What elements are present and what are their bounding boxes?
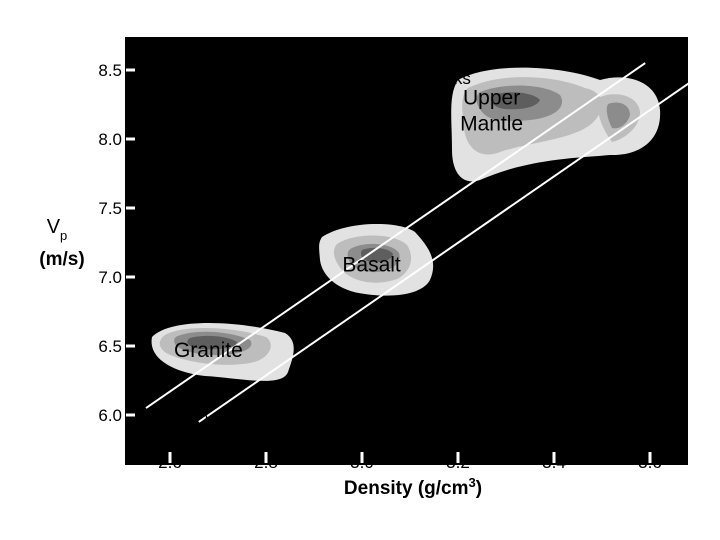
annotation-label: Mantle: [460, 113, 523, 136]
annotation-label: m=21: [612, 35, 650, 52]
y-tick-label: 8.5: [98, 61, 122, 80]
y-tick-label: 7.5: [98, 199, 122, 218]
y-tick-label: 6.5: [98, 337, 122, 356]
annotation-label: Granite: [174, 339, 243, 362]
y-axis-title-units: (m/s): [39, 249, 84, 270]
x-tick-label: 3.0: [350, 453, 374, 472]
trend-line: [198, 76, 699, 423]
x-axis-title: Density (g/cm3): [344, 475, 482, 499]
x-tick-label: 2.8: [254, 453, 278, 472]
y-tick-label: 6.0: [98, 406, 122, 425]
axes: 6.0 6.5 7.0 7.5 8.0 8.5 2.6 2.8 3.0 3.2 3.4 3.6: [98, 61, 661, 472]
x-axis-title-sup: 3: [469, 475, 476, 490]
annotation-label: Eclogites: [582, 185, 651, 204]
y-tick-label: 8.0: [98, 130, 122, 149]
annotation-label: Felsic rocks: [255, 393, 345, 412]
annotation-label: Basalt: [342, 253, 401, 276]
x-tick-label: 3.4: [542, 453, 566, 472]
annotation-label: Ultramafic rocks: [349, 69, 471, 88]
svg-text:Density (g/cm3): Density (g/cm3): [344, 475, 482, 499]
x-axis-title-close: ): [476, 478, 482, 499]
y-axis-title: Vp (m/s): [39, 216, 84, 270]
annotation-label: m=22: [170, 412, 208, 429]
basalt-cluster: [319, 223, 434, 296]
trend-line: [145, 62, 646, 409]
annotation-label: Upper: [463, 87, 520, 110]
y-axis-title-sub: p: [60, 228, 67, 243]
annotation-label: Mafic rocks: [223, 200, 309, 219]
x-axis-title-main: Density (g/cm: [344, 478, 469, 499]
x-tick-label: 3.6: [638, 453, 662, 472]
trend-lines: [145, 62, 699, 423]
svg-text:Vp: Vp: [47, 216, 68, 243]
x-tick-label: 3.2: [446, 453, 470, 472]
x-tick-label: 2.6: [158, 453, 182, 472]
y-tick-label: 7.0: [98, 268, 122, 287]
granite-cluster: [151, 322, 294, 381]
y-axis-title-v: V: [47, 216, 61, 238]
